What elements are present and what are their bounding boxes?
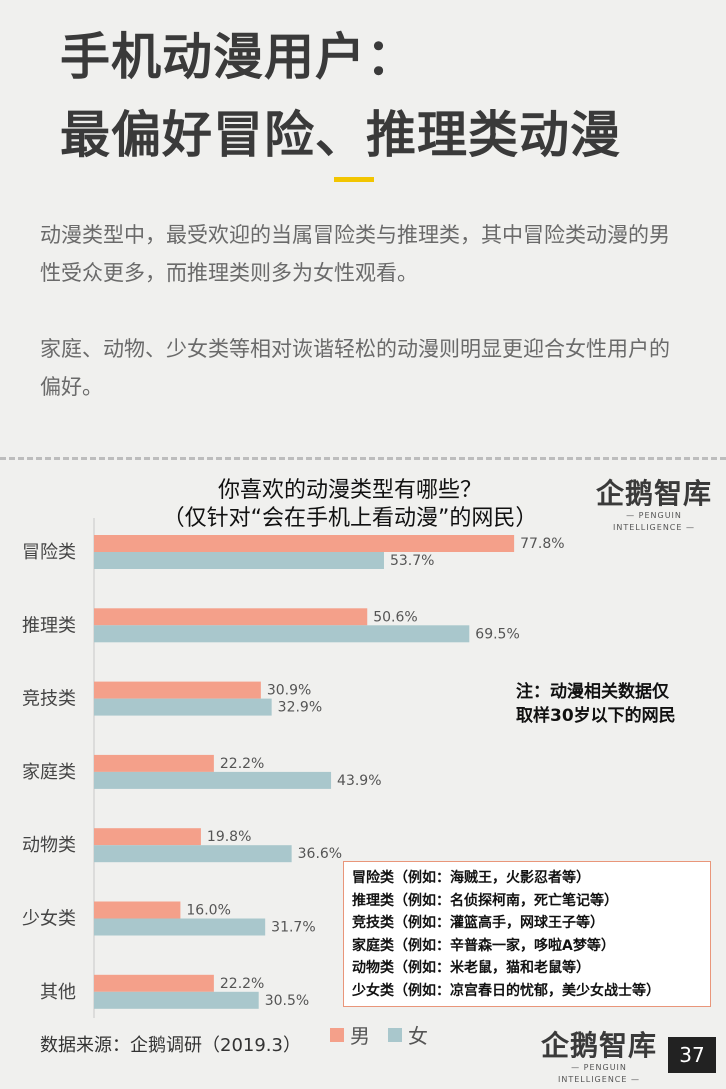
bar-male bbox=[94, 681, 261, 699]
data-label: 69.5% bbox=[475, 626, 519, 642]
examples-box: 冒险类（例如：海贼王，火影忍者等） 推理类（例如：名侦探柯南，死亡笔记等） 竞技… bbox=[343, 861, 711, 1007]
legend-item-female: 女 bbox=[388, 1020, 428, 1049]
logo-text: 企鹅智库 bbox=[540, 1029, 657, 1062]
data-label: 32.9% bbox=[278, 700, 322, 716]
bar-male bbox=[94, 901, 181, 919]
category-label: 少女类 bbox=[22, 909, 76, 930]
bar-female bbox=[94, 845, 292, 863]
bar-female bbox=[94, 625, 470, 643]
note-line-2: 取样30岁以下的网民 bbox=[516, 706, 676, 726]
data-label: 19.8% bbox=[207, 829, 251, 845]
bar-female bbox=[94, 552, 384, 569]
data-label: 22.2% bbox=[220, 756, 264, 772]
category-label: 其他 bbox=[40, 982, 76, 1003]
bar-male bbox=[94, 974, 214, 992]
category-label: 竞技类 bbox=[22, 689, 76, 710]
data-label: 50.6% bbox=[373, 609, 417, 625]
brand-logo-bottom: 企鹅智库 PENGUIN INTELLIGENCE bbox=[540, 1030, 658, 1086]
logo-subtext: PENGUIN INTELLIGENCE bbox=[590, 510, 718, 534]
data-label: 43.9% bbox=[337, 773, 381, 789]
intro-paragraph-2: 家庭、动物、少女类等相对诙谐轻松的动漫则明显更迎合女性用户的偏好。 bbox=[40, 337, 670, 399]
category-label: 家庭类 bbox=[22, 762, 76, 783]
chart-subtitle: （仅针对“会在手机上看动漫”的网民） bbox=[162, 506, 538, 531]
legend-label-male: 男 bbox=[350, 1024, 370, 1048]
bar-male bbox=[94, 535, 515, 552]
title-accent-bar bbox=[334, 177, 374, 182]
bar-male bbox=[94, 828, 201, 846]
chart-legend: 男 女 bbox=[330, 1020, 446, 1049]
logo-text: 企鹅智库 bbox=[595, 477, 712, 510]
example-item: 冒险类（例如：海贼王，火影忍者等） bbox=[352, 870, 590, 886]
title-line-2: 最偏好冒险、推理类动漫 bbox=[60, 106, 621, 164]
brand-logo-top: 企鹅智库 PENGUIN INTELLIGENCE bbox=[590, 478, 718, 534]
section-divider bbox=[0, 457, 726, 460]
data-label: 30.5% bbox=[265, 993, 309, 1009]
data-label: 77.8% bbox=[520, 536, 564, 552]
page-number: 37 bbox=[668, 1037, 716, 1073]
bar-female bbox=[94, 698, 272, 716]
bar-female bbox=[94, 991, 259, 1009]
category-label: 动物类 bbox=[22, 835, 76, 856]
bar-female bbox=[94, 771, 332, 789]
example-item: 动物类（例如：米老鼠，猫和老鼠等） bbox=[352, 960, 590, 976]
data-label: 53.7% bbox=[390, 553, 434, 569]
data-label: 22.2% bbox=[220, 976, 264, 992]
logo-subtext: PENGUIN INTELLIGENCE bbox=[540, 1062, 658, 1086]
note-line-1: 注：动漫相关数据仅 bbox=[516, 682, 669, 702]
legend-label-female: 女 bbox=[408, 1024, 428, 1048]
category-label: 推理类 bbox=[22, 615, 76, 636]
bar-female bbox=[94, 918, 266, 936]
page-title: 手机动漫用户： 最偏好冒险、推理类动漫 bbox=[60, 18, 621, 174]
data-label: 16.0% bbox=[186, 903, 230, 919]
bar-male bbox=[94, 608, 368, 626]
data-label: 30.9% bbox=[267, 683, 311, 699]
legend-item-male: 男 bbox=[330, 1020, 370, 1049]
legend-swatch-male bbox=[330, 1027, 344, 1042]
data-label: 36.6% bbox=[298, 846, 342, 862]
sample-note: 注：动漫相关数据仅 取样30岁以下的网民 bbox=[516, 680, 716, 728]
bar-male bbox=[94, 754, 214, 772]
example-item: 少女类（例如：凉宫春日的忧郁，美少女战士等） bbox=[352, 982, 660, 999]
example-item: 推理类（例如：名侦探柯南，死亡笔记等） bbox=[352, 892, 618, 909]
intro-paragraph-1: 动漫类型中，最受欢迎的当属冒险类与推理类，其中冒险类动漫的男性受众更多，而推理类… bbox=[40, 223, 670, 285]
data-source: 数据来源：企鹅调研（2019.3） bbox=[40, 1035, 301, 1056]
data-label: 31.7% bbox=[271, 920, 315, 936]
title-line-1: 手机动漫用户： bbox=[60, 28, 417, 86]
example-item: 竞技类（例如：灌篮高手，网球王子等） bbox=[352, 915, 604, 931]
chart-title: 你喜欢的动漫类型有哪些？ bbox=[217, 478, 482, 503]
category-label: 冒险类 bbox=[22, 542, 76, 563]
example-item: 家庭类（例如：辛普森一家，哆啦A梦等） bbox=[352, 937, 615, 954]
legend-swatch-female bbox=[388, 1027, 402, 1042]
